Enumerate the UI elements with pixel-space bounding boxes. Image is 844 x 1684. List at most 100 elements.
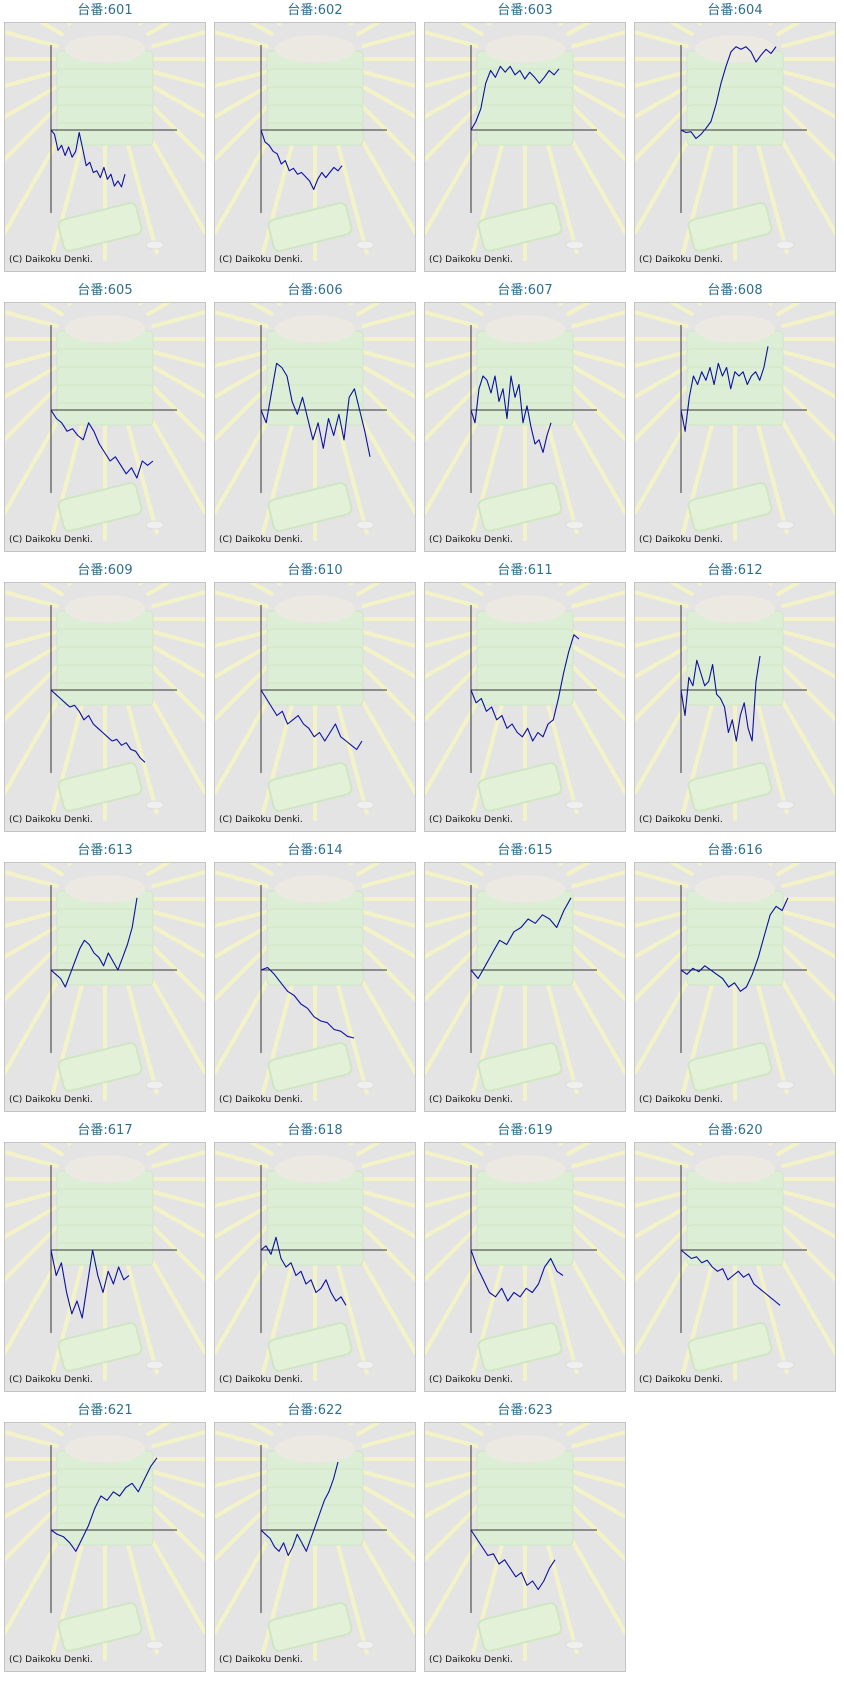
background-ray <box>276 303 282 306</box>
chart-cell: 台番:601 (C) Daikoku Denki. <box>0 0 210 272</box>
background-illustration <box>425 863 625 1101</box>
background-tray <box>687 202 773 252</box>
background-ray <box>571 590 625 609</box>
copyright-credit: (C) Daikoku Denki. <box>9 1375 93 1385</box>
chart-cell: 台番:603 (C) Daikoku Denki. <box>420 0 630 272</box>
background-ray <box>768 863 774 866</box>
background-ray <box>215 629 269 648</box>
chart-panel: (C) Daikoku Denki. <box>634 1142 836 1392</box>
background-ray <box>668 863 694 876</box>
background-crown <box>485 1435 565 1463</box>
background-ray <box>146 863 172 876</box>
chart-panel: (C) Daikoku Denki. <box>634 22 836 272</box>
background-ray <box>348 1143 354 1146</box>
background-ray <box>361 1150 415 1169</box>
chart-cell: 台番:615 (C) Daikoku Denki. <box>420 840 630 1112</box>
chart-svg <box>425 23 625 261</box>
chart-title: 台番:604 <box>707 3 763 18</box>
background-ray <box>5 909 59 928</box>
background-box <box>686 682 784 706</box>
chart-title: 台番:606 <box>287 283 343 298</box>
background-ray <box>276 1423 282 1426</box>
background-ray <box>5 1150 59 1169</box>
background-ray <box>635 92 702 162</box>
background-ray <box>248 1423 274 1436</box>
series-line <box>470 1529 556 1591</box>
background-ray <box>215 590 269 609</box>
background-ray <box>348 932 415 1002</box>
chart-panel: (C) Daikoku Denki. <box>214 22 416 272</box>
background-ray <box>635 1150 689 1169</box>
chart-svg <box>425 583 625 821</box>
background-ray <box>146 362 205 400</box>
background-ray <box>276 1143 282 1146</box>
background-ray <box>571 310 625 329</box>
background-ray <box>38 303 64 316</box>
chart-svg <box>5 23 205 261</box>
background-box <box>56 1522 154 1546</box>
background-tray <box>267 482 353 532</box>
background-ray <box>571 909 625 928</box>
background-ray <box>5 1492 72 1562</box>
background-ray <box>215 362 274 400</box>
copyright-credit: (C) Daikoku Denki. <box>219 535 303 545</box>
background-ray <box>696 23 702 26</box>
background-coin <box>565 1640 585 1650</box>
background-ray <box>356 1423 382 1436</box>
background-crown <box>65 315 145 343</box>
background-ray <box>768 23 774 26</box>
chart-title: 台番:616 <box>707 843 763 858</box>
chart-cell: 台番:616 (C) Daikoku Denki. <box>630 840 840 1112</box>
background-ray <box>138 372 205 442</box>
background-box <box>56 962 154 986</box>
background-ray <box>5 69 59 88</box>
background-ray <box>781 1189 835 1208</box>
background-ray <box>635 642 694 680</box>
chart-title: 台番:619 <box>497 1123 553 1138</box>
chart-panel: (C) Daikoku Denki. <box>214 582 416 832</box>
background-ray <box>635 909 689 928</box>
background-ray <box>458 303 484 316</box>
background-ray <box>635 590 689 609</box>
background-ray <box>356 863 382 876</box>
background-ray <box>348 1492 415 1562</box>
copyright-credit: (C) Daikoku Denki. <box>429 255 513 265</box>
copyright-credit: (C) Daikoku Denki. <box>639 535 723 545</box>
chart-svg <box>635 583 835 821</box>
background-ray <box>5 82 64 120</box>
background-ray <box>425 362 484 400</box>
chart-svg <box>425 863 625 1101</box>
background-ray <box>425 1189 479 1208</box>
background-ray <box>558 1143 564 1146</box>
background-coin <box>775 800 795 810</box>
background-ray <box>635 349 689 368</box>
background-ray <box>215 372 282 442</box>
background-coin <box>145 1640 165 1650</box>
background-ray <box>138 1492 205 1562</box>
background-coin <box>565 240 585 250</box>
background-ray <box>248 863 274 876</box>
background-tray <box>687 1322 773 1372</box>
chart-title: 台番:622 <box>287 1403 343 1418</box>
chart-cell: 台番:610 (C) Daikoku Denki. <box>210 560 420 832</box>
background-ray <box>356 82 415 120</box>
copyright-credit: (C) Daikoku Denki. <box>219 1655 303 1665</box>
copyright-credit: (C) Daikoku Denki. <box>429 1375 513 1385</box>
background-ray <box>425 1492 492 1562</box>
background-ray <box>635 922 694 960</box>
chart-panel: (C) Daikoku Denki. <box>634 862 836 1112</box>
chart-svg <box>5 583 205 821</box>
background-illustration <box>425 1143 625 1381</box>
chart-svg <box>215 303 415 541</box>
background-ray <box>138 92 205 162</box>
background-ray <box>215 1492 282 1562</box>
background-crown <box>275 35 355 63</box>
background-box <box>476 962 574 986</box>
background-ray <box>668 303 694 316</box>
background-box <box>266 1242 364 1266</box>
background-box <box>686 402 784 426</box>
background-ray <box>356 303 382 316</box>
background-ray <box>558 652 625 722</box>
background-ray <box>486 863 492 866</box>
chart-cell: 台番:623 (C) Daikoku Denki. <box>420 1400 630 1672</box>
